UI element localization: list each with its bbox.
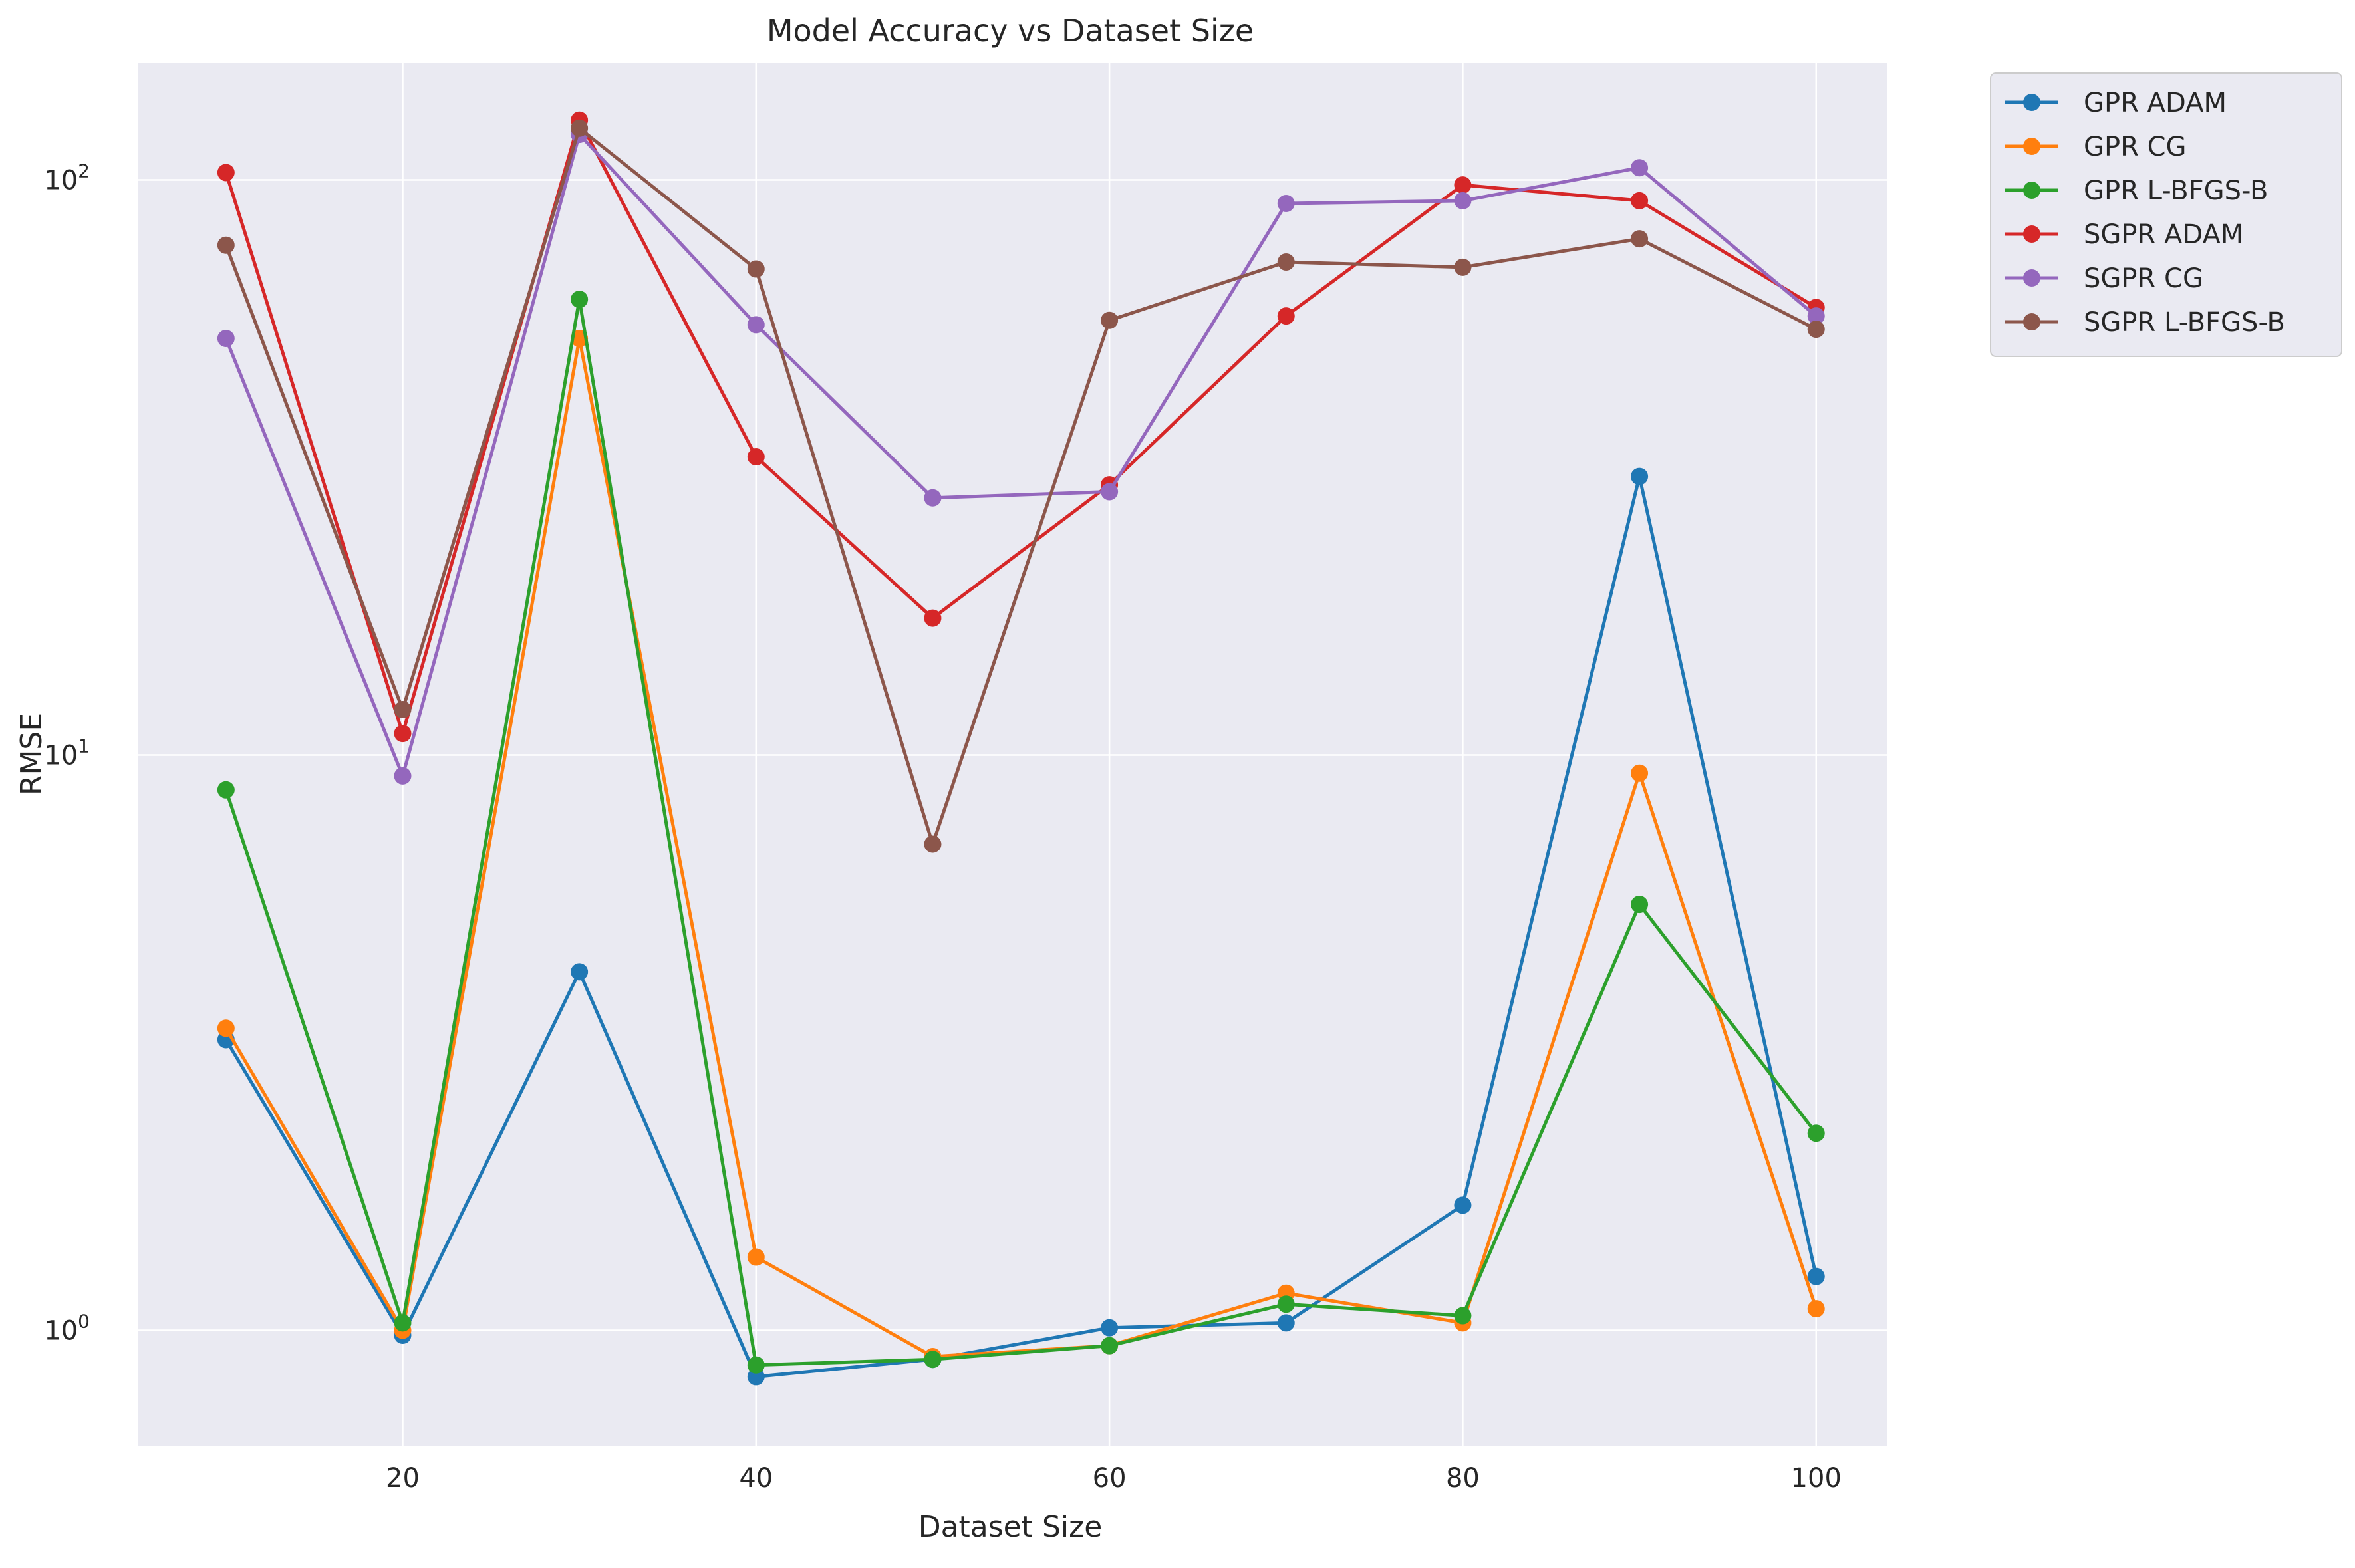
data-point: [1631, 896, 1649, 914]
data-point: [1454, 1196, 1472, 1214]
legend-marker: [2023, 225, 2040, 243]
legend-marker: [2023, 94, 2040, 111]
data-point: [747, 1248, 765, 1266]
legend-item: GPR CG: [2005, 132, 2187, 162]
data-point: [1454, 258, 1472, 276]
legend-label: GPR CG: [2084, 132, 2187, 162]
series-line: [224, 475, 1818, 1378]
data-point: [571, 119, 589, 137]
x-tick-label: 40: [739, 1463, 773, 1494]
data-point: [747, 316, 765, 334]
data-point: [1631, 230, 1649, 248]
plot-area: [138, 63, 1887, 1446]
data-point: [1101, 1319, 1119, 1337]
grid: [138, 63, 1887, 1446]
data-point: [394, 1314, 412, 1332]
data-point: [394, 767, 412, 785]
legend-marker: [2023, 138, 2040, 155]
data-point: [1277, 1295, 1295, 1313]
data-point: [217, 164, 235, 182]
data-point: [1807, 307, 1825, 325]
x-tick-label: 20: [386, 1463, 420, 1494]
data-point: [217, 236, 235, 254]
data-point: [924, 489, 942, 507]
legend-item: SGPR CG: [2005, 263, 2203, 294]
data-point: [1631, 192, 1649, 209]
data-point: [1454, 176, 1472, 194]
y-tick-label: 102: [44, 160, 90, 196]
data-point: [1101, 483, 1119, 501]
legend-item: SGPR ADAM: [2005, 219, 2243, 250]
series-line: [224, 132, 1818, 778]
data-point: [217, 330, 235, 348]
y-tick-label: 100: [44, 1310, 90, 1346]
data-point: [217, 781, 235, 799]
legend-label: SGPR L-BFGS-B: [2084, 307, 2285, 338]
series-line: [224, 126, 1817, 846]
data-point: [924, 835, 942, 853]
data-point: [924, 609, 942, 627]
tick-labels: 20 40 60 80 100 100 101 102: [44, 160, 1842, 1494]
series-3: [217, 111, 1825, 743]
legend-item: GPR L-BFGS-B: [2005, 176, 2269, 206]
data-point: [394, 725, 412, 743]
data-point: [1631, 467, 1649, 485]
data-point: [1807, 1300, 1825, 1318]
data-point: [1454, 1307, 1472, 1325]
series-2: [217, 291, 1825, 1374]
data-point: [1807, 1124, 1825, 1142]
data-point: [1101, 1337, 1119, 1355]
data-point: [747, 448, 765, 466]
data-point: [1631, 159, 1649, 177]
data-point: [1277, 253, 1295, 271]
data-point: [571, 291, 589, 309]
data-point: [1807, 321, 1825, 338]
data-point: [1277, 307, 1295, 325]
data-point: [747, 1356, 765, 1374]
series-5: [217, 119, 1825, 853]
legend-marker: [2023, 182, 2040, 199]
legend-label: SGPR CG: [2084, 263, 2203, 294]
data-point: [1277, 1314, 1295, 1332]
series-line: [224, 118, 1818, 735]
chart-title: Model Accuracy vs Dataset Size: [767, 13, 1254, 49]
legend-item: SGPR L-BFGS-B: [2005, 307, 2285, 338]
data-point: [1807, 1267, 1825, 1285]
x-tick-label: 80: [1446, 1463, 1480, 1494]
x-axis-label: Dataset Size: [918, 1510, 1103, 1544]
y-tick-label: 101: [44, 735, 90, 771]
legend-box: [1990, 72, 2342, 357]
data-point: [1631, 764, 1649, 782]
x-tick-label: 100: [1791, 1463, 1842, 1494]
legend-label: GPR L-BFGS-B: [2084, 176, 2269, 206]
data-point: [571, 963, 589, 981]
data-point: [1101, 311, 1119, 329]
data-point: [217, 1019, 235, 1037]
legend-label: GPR ADAM: [2084, 88, 2227, 118]
legend: GPR ADAM GPR CG GPR L-BFGS-B SGPR ADAM SGPR …: [1990, 72, 2342, 357]
data-point: [1277, 194, 1295, 212]
data-point: [394, 701, 412, 719]
legend-marker: [2023, 269, 2040, 287]
legend-label: SGPR ADAM: [2084, 219, 2243, 250]
data-point: [1454, 192, 1472, 209]
x-tick-label: 60: [1093, 1463, 1127, 1494]
series-group: [217, 111, 1825, 1386]
legend-item: GPR ADAM: [2005, 88, 2227, 118]
y-axis-label: RMSE: [15, 713, 49, 795]
data-point: [924, 1351, 942, 1369]
data-point: [747, 260, 765, 278]
legend-marker: [2023, 313, 2040, 330]
series-line: [224, 297, 1818, 1367]
